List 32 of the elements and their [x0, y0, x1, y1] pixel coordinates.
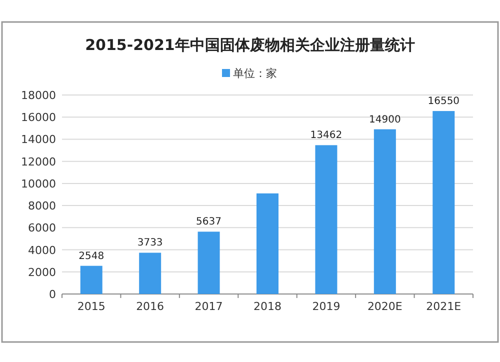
bar	[256, 193, 278, 294]
bar	[139, 252, 162, 294]
y-tick-label: 2000	[28, 266, 56, 279]
data-label: 16550	[428, 96, 460, 108]
bar	[432, 111, 455, 294]
x-tick-label: 2021E	[426, 300, 462, 313]
x-tick-label: 2019	[312, 300, 340, 313]
x-tick-label: 2015	[77, 300, 106, 313]
x-tick-label: 2016	[136, 300, 164, 313]
data-label: 13462	[310, 130, 342, 142]
data-label: 3733	[137, 238, 163, 249]
y-tick-label: 14000	[21, 133, 56, 146]
x-tick-label: 2020E	[367, 300, 402, 313]
x-tick-label: 2017	[194, 300, 223, 313]
y-tick-label: 16000	[21, 111, 56, 124]
y-tick-label: 12000	[21, 155, 56, 168]
y-tick-label: 10000	[21, 177, 56, 190]
data-label: 5637	[196, 216, 222, 228]
y-tick-label: 0	[49, 288, 56, 301]
y-tick-label: 8000	[28, 200, 56, 213]
bar	[80, 266, 102, 294]
chart-title: 2015-2021年中国固体废物相关企业注册量统计	[85, 36, 415, 54]
y-tick-label: 6000	[28, 222, 56, 235]
y-tick-label: 4000	[28, 244, 56, 257]
legend-label: 单位：家	[233, 67, 277, 80]
x-tick-label: 2018	[254, 300, 282, 313]
data-label: 2548	[78, 250, 104, 262]
y-tick-label: 18000	[21, 89, 56, 102]
bar	[315, 145, 338, 294]
bar	[374, 129, 396, 294]
data-label: 14900	[369, 114, 401, 126]
bar	[198, 232, 220, 294]
